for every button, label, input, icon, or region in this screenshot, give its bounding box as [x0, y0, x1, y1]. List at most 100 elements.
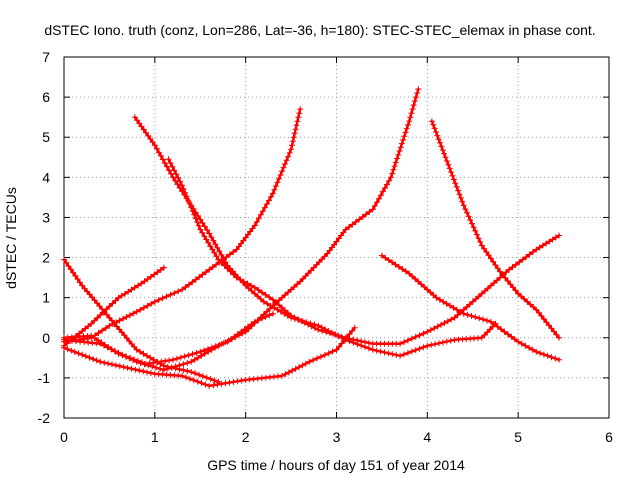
data-point: [377, 192, 384, 199]
data-point: [108, 346, 115, 353]
data-point: [448, 169, 455, 176]
data-point: [272, 183, 279, 189]
data-point: [283, 157, 290, 164]
data-point: [504, 278, 511, 284]
data-point: [195, 354, 201, 361]
data-point: [166, 167, 172, 174]
data-point: [177, 178, 184, 185]
data-point: [90, 356, 97, 362]
data-point: [97, 340, 104, 347]
data-point: [424, 328, 431, 335]
data-point: [472, 227, 479, 234]
data-point: [272, 299, 279, 306]
data-point: [289, 367, 296, 374]
data-point: [352, 219, 359, 225]
data-point: [221, 262, 228, 269]
data-point: [140, 368, 147, 375]
data-point: [202, 269, 209, 276]
data-point: [118, 292, 125, 299]
data-point: [395, 263, 402, 270]
data-point: [292, 126, 299, 133]
data-point: [346, 335, 353, 342]
data-point: [159, 295, 166, 302]
data-point: [197, 226, 204, 233]
data-point: [401, 133, 408, 140]
data-point: [175, 288, 182, 295]
data-point: [199, 220, 206, 226]
data-point: [391, 163, 398, 170]
data-point: [553, 331, 560, 338]
data-point: [418, 281, 425, 288]
data-point: [291, 314, 298, 321]
data-point: [349, 327, 356, 334]
y-tick-label: 3: [42, 209, 50, 225]
data-point: [153, 364, 160, 371]
data-point: [464, 311, 471, 318]
data-point: [366, 208, 373, 215]
data-point: [473, 231, 480, 238]
data-point: [548, 354, 555, 361]
data-point: [487, 255, 494, 262]
data-point: [439, 339, 446, 346]
data-point: [188, 204, 195, 211]
data-point: [266, 312, 273, 319]
data-point: [61, 344, 67, 351]
data-point: [265, 197, 272, 204]
data-point: [412, 333, 419, 340]
data-point: [269, 296, 276, 303]
series-arc-9: [378, 252, 562, 363]
data-point: [144, 302, 151, 309]
data-point: [116, 363, 123, 370]
data-point: [144, 369, 150, 376]
data-point: [296, 364, 302, 371]
data-point: [232, 334, 239, 340]
data-point: [170, 174, 176, 181]
data-point: [65, 263, 72, 270]
data-point: [190, 377, 197, 384]
data-point: [503, 269, 510, 276]
data-point: [468, 220, 475, 227]
data-point: [277, 308, 284, 315]
data-point: [515, 338, 522, 345]
data-point: [194, 378, 201, 385]
data-point: [189, 208, 196, 215]
data-point: [112, 297, 119, 304]
data-point: [491, 321, 498, 328]
data-point: [222, 259, 229, 265]
series-arc-4: [61, 106, 304, 345]
y-tick-label: 1: [42, 290, 50, 306]
data-point: [88, 334, 95, 341]
y-tick-label: 2: [42, 250, 50, 266]
data-point: [463, 304, 470, 310]
data-point: [462, 206, 469, 213]
data-point: [191, 211, 198, 218]
data-point: [210, 382, 217, 389]
data-point: [134, 117, 141, 124]
data-point: [319, 327, 326, 334]
data-point: [67, 266, 74, 273]
data-point: [126, 355, 133, 362]
data-point: [285, 153, 292, 160]
data-point: [511, 336, 518, 343]
data-point: [109, 321, 116, 327]
data-point: [244, 280, 251, 287]
data-point: [136, 367, 143, 374]
data-point: [71, 349, 78, 355]
data-point: [466, 301, 473, 308]
data-point: [186, 375, 193, 382]
data-point: [434, 323, 441, 330]
data-point: [428, 341, 435, 348]
data-point: [147, 273, 154, 280]
series-arc-8: [165, 156, 562, 347]
data-point: [150, 359, 157, 366]
data-point: [274, 179, 281, 186]
data-point: [196, 274, 203, 281]
data-point: [556, 334, 562, 341]
series-line: [133, 115, 497, 358]
data-point: [293, 122, 300, 129]
data-point: [317, 353, 324, 360]
data-point: [97, 312, 104, 318]
data-point: [556, 232, 562, 239]
data-point: [302, 360, 309, 367]
data-point: [203, 374, 210, 381]
